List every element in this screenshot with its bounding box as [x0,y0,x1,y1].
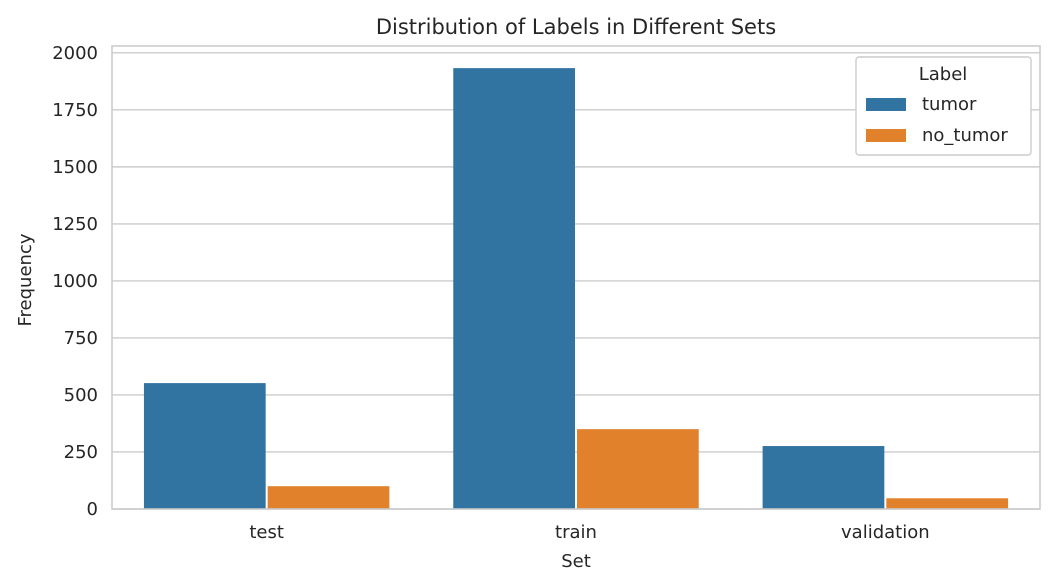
legend: Label tumor no_tumor [855,56,1032,156]
bar-tumor-validation [762,446,885,509]
x-axis-label: Set [561,551,591,572]
y-tick-label: 500 [64,385,98,406]
legend-title: Label [919,64,968,85]
y-tick-label: 1250 [52,214,98,235]
x-tick-label: test [249,522,284,543]
bars [143,68,1009,509]
y-axis-label: Frequency [15,233,36,326]
legend-items: tumor no_tumor [866,94,1008,146]
y-tick-label: 1500 [52,157,98,178]
y-tick-label: 2000 [52,43,98,64]
legend-label-tumor: tumor [922,94,977,115]
y-tick-label: 750 [64,328,98,349]
bar-no_tumor-test [267,486,390,509]
legend-swatch-tumor [866,98,906,111]
y-tick-label: 1750 [52,100,98,121]
y-tick-label: 250 [64,442,98,463]
x-tick-label: train [555,522,597,543]
bar-tumor-test [143,383,266,509]
grid-lines [112,52,1040,510]
bar-no_tumor-validation [886,498,1009,509]
legend-swatch-no_tumor [866,129,906,142]
y-tick-label: 1000 [52,271,98,292]
y-tick-label: 0 [87,499,98,520]
plot-frame [111,45,1041,510]
chart-title: Distribution of Labels in Different Sets [376,15,776,39]
x-tick-labels: test train validation [249,522,929,543]
bar-tumor-train [453,68,575,509]
x-tick-label: validation [841,522,930,543]
legend-label-no_tumor: no_tumor [922,125,1008,146]
bar-no_tumor-train [577,429,699,509]
y-tick-labels: 0 250 500 750 1000 1250 1500 1750 2000 [52,43,98,520]
